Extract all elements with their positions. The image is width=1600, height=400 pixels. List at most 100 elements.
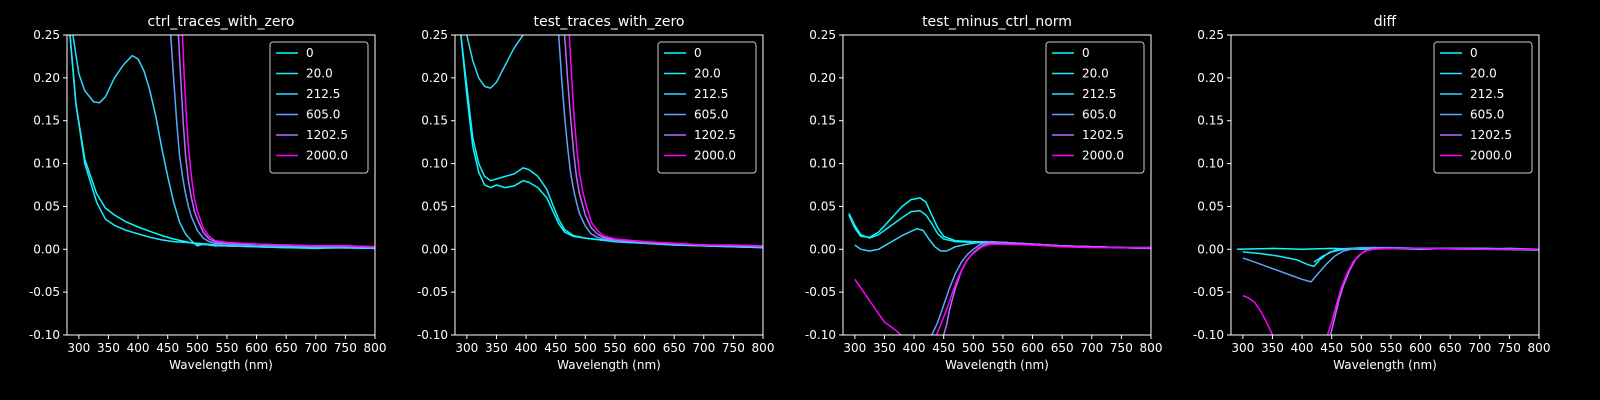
y-tick-label: 0.20 — [809, 71, 836, 85]
legend-label: 0 — [694, 46, 702, 60]
legend-box — [1045, 41, 1145, 174]
x-tick-label: 400 — [1291, 341, 1314, 355]
legend-label: 0 — [306, 46, 314, 60]
series-line-1202.5 — [942, 241, 1151, 335]
series-line-212.5 — [72, 35, 375, 250]
series-line-20.0 — [1242, 246, 1539, 268]
legend-label: 212.5 — [306, 87, 340, 101]
legend-label: 1202.5 — [694, 128, 736, 142]
x-tick-label: 700 — [1468, 341, 1491, 355]
y-tick-label: 0.15 — [809, 114, 836, 128]
legend-label: 0 — [1470, 46, 1478, 60]
y-tick-label: 0.10 — [33, 157, 60, 171]
y-tick-label: 0.10 — [1197, 157, 1224, 171]
y-tick-label: 0.00 — [33, 242, 60, 256]
y-tick-label: -0.05 — [805, 285, 836, 299]
series-line-605.0 — [1242, 246, 1539, 283]
y-tick-label: 0.20 — [1197, 71, 1224, 85]
series-line-20.0 — [460, 35, 763, 249]
x-tick-label: 500 — [574, 341, 597, 355]
x-tick-label: 650 — [1051, 341, 1074, 355]
series-line-2000.0 — [1242, 294, 1274, 335]
x-tick-label: 350 — [485, 341, 508, 355]
x-tick-label: 700 — [1080, 341, 1103, 355]
legend-label: 1202.5 — [1082, 128, 1124, 142]
legend-label: 20.0 — [306, 67, 333, 81]
x-tick-label: 650 — [1439, 341, 1462, 355]
legend-label: 1202.5 — [1470, 128, 1512, 142]
series-line-2000.0 — [1326, 247, 1539, 335]
legend-label: 2000.0 — [306, 149, 348, 163]
subplot-4: 300 350 400 450 500 550 600 650 700 750 800 -0.10 -0… — [1193, 14, 1551, 372]
y-tick-label: -0.10 — [1193, 328, 1224, 342]
y-tick-label: -0.05 — [417, 285, 448, 299]
y-tick-label: 0.25 — [1197, 28, 1224, 42]
series-line-2000.0 — [854, 278, 902, 335]
x-tick-label: 550 — [1379, 341, 1402, 355]
series-line-2000.0 — [181, 35, 375, 248]
legend-label: 20.0 — [1082, 67, 1109, 81]
x-tick-label: 750 — [1498, 341, 1521, 355]
y-tick-label: 0.25 — [809, 28, 836, 42]
legend-label: 20.0 — [694, 67, 721, 81]
x-tick-label: 600 — [633, 341, 656, 355]
series-line-2000.0 — [568, 35, 763, 247]
x-tick-label: 600 — [1409, 341, 1432, 355]
legend-label: 2000.0 — [1082, 149, 1124, 163]
axes-frame — [66, 34, 376, 336]
x-tick-label: 700 — [692, 341, 715, 355]
x-tick-label: 600 — [245, 341, 268, 355]
series-group — [1236, 246, 1539, 335]
y-tick-label: -0.10 — [417, 328, 448, 342]
y-tick-label: 0.00 — [1197, 242, 1224, 256]
x-tick-label: 750 — [334, 341, 357, 355]
legend-box — [657, 41, 757, 174]
y-tick-label: 0.00 — [421, 242, 448, 256]
x-axis-label: Wavelength (nm) — [169, 358, 273, 372]
y-tick-label: 0.15 — [421, 114, 448, 128]
series-line-1202.5 — [1329, 247, 1539, 335]
x-tick-label: 450 — [1320, 341, 1343, 355]
x-tick-label: 350 — [873, 341, 896, 355]
x-tick-label: 750 — [722, 341, 745, 355]
chart-title: test_traces_with_zero — [534, 14, 685, 30]
y-tick-label: -0.05 — [1193, 285, 1224, 299]
series-line-605.0 — [931, 240, 1151, 335]
y-tick-label: 0.10 — [809, 157, 836, 171]
legend: 0 20.0 212.5 605.0 1202.5 2000.0 — [269, 41, 369, 174]
legend-label: 2000.0 — [694, 149, 736, 163]
y-tick-label: 0.20 — [33, 71, 60, 85]
y-tick-label: 0.25 — [33, 28, 60, 42]
legend-label: 212.5 — [694, 87, 728, 101]
legend-label: 2000.0 — [1470, 149, 1512, 163]
series-line-212.5 — [466, 35, 524, 89]
x-tick-label: 600 — [1021, 341, 1044, 355]
y-tick-label: 0.20 — [421, 71, 448, 85]
y-tick-label: -0.10 — [805, 328, 836, 342]
series-group — [848, 197, 1151, 335]
x-tick-label: 450 — [932, 341, 955, 355]
x-tick-label: 750 — [1110, 341, 1133, 355]
x-tick-label: 550 — [215, 341, 238, 355]
chart-title: diff — [1374, 14, 1397, 30]
legend-label: 605.0 — [306, 108, 340, 122]
x-tick-label: 500 — [186, 341, 209, 355]
subplot-2: 300 350 400 450 500 550 600 650 700 750 800 -0.10 -0… — [417, 14, 775, 372]
x-tick-label: 700 — [304, 341, 327, 355]
legend: 0 20.0 212.5 605.0 1202.5 2000.0 — [1433, 41, 1533, 174]
chart-title: ctrl_traces_with_zero — [148, 14, 295, 30]
x-axis-label: Wavelength (nm) — [1333, 358, 1437, 372]
x-tick-label: 400 — [127, 341, 150, 355]
y-tick-label: 0.10 — [421, 157, 448, 171]
subplot-3: 300 350 400 450 500 550 600 650 700 750 800 -0.10 -0… — [805, 14, 1163, 372]
series-group — [69, 35, 375, 250]
chart-title: test_minus_ctrl_norm — [922, 14, 1072, 30]
x-tick-label: 800 — [1528, 341, 1551, 355]
x-tick-label: 650 — [663, 341, 686, 355]
x-tick-label: 300 — [455, 341, 478, 355]
legend-label: 212.5 — [1082, 87, 1116, 101]
x-tick-label: 300 — [843, 341, 866, 355]
series-group — [460, 35, 763, 249]
legend-label: 1202.5 — [306, 128, 348, 142]
